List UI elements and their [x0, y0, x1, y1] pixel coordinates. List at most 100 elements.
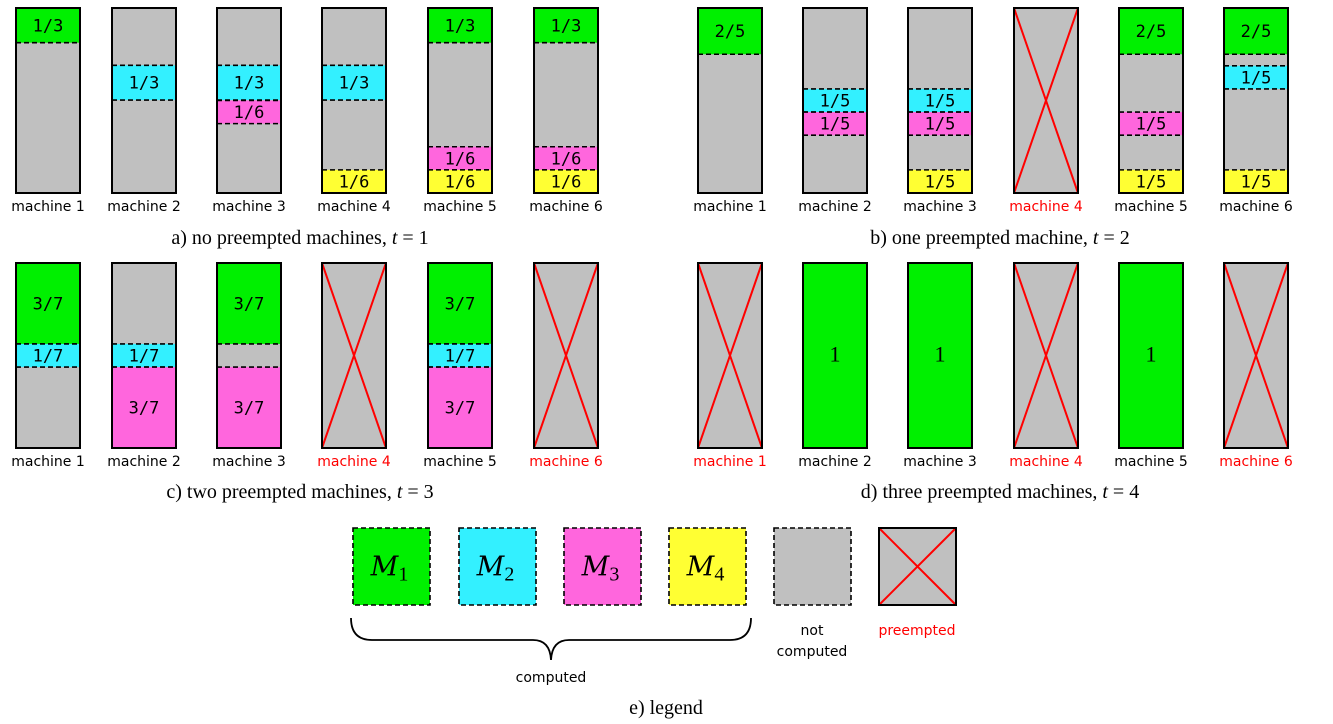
- segment-fraction-label: 1/5: [925, 172, 956, 192]
- segment-m2: [217, 65, 281, 101]
- legend-not-computed-label: computed: [777, 644, 848, 660]
- legend-swatch: [458, 527, 537, 606]
- segment-m2: [112, 65, 176, 101]
- machine-border: [802, 262, 868, 449]
- machine-5-panel-c: 3/7 1/7 3/7 machine 5: [423, 262, 497, 470]
- legend-symbol: M2: [476, 552, 515, 586]
- machine-label: machine 6: [1219, 454, 1293, 470]
- segment-m2: [1224, 65, 1288, 89]
- segment-m1: [1119, 263, 1183, 448]
- machine-label: machine 3: [903, 454, 977, 470]
- machine-border: [1118, 7, 1184, 194]
- segment-fraction-label: 3/7: [234, 399, 265, 419]
- machine-border: [111, 262, 177, 449]
- segment-m1: [1119, 8, 1183, 55]
- segment-fraction-label: 1/3: [339, 74, 370, 94]
- segment-fraction-label: 1/5: [1241, 172, 1272, 192]
- segment-m3: [803, 112, 867, 136]
- machine-label: machine 5: [1114, 454, 1188, 470]
- segment-m1: [16, 263, 80, 344]
- segment-fraction-label: 1/6: [445, 149, 476, 169]
- segment-m3: [217, 100, 281, 124]
- machine-1-panel-d: machine 1: [693, 262, 767, 470]
- preempted-cross-line: [1013, 7, 1079, 194]
- machine-border: [216, 262, 282, 449]
- machine-6-panel-d: machine 6: [1219, 262, 1293, 470]
- machine-6-panel-b: 2/5 1/5 1/5 machine 6: [1219, 7, 1293, 215]
- machine-label: machine 1: [693, 454, 767, 470]
- panel-caption: b) one preempted machine, t = 2: [870, 227, 1130, 249]
- machine-label: machine 6: [529, 454, 603, 470]
- machine-label: machine 6: [529, 199, 603, 215]
- machine-2-panel-d: 1 machine 2: [798, 262, 872, 470]
- segment-fraction-label: 1: [1146, 342, 1157, 367]
- machine-6-panel-a: 1/3 1/6 1/6 machine 6: [529, 7, 603, 215]
- machine-label: machine 1: [693, 199, 767, 215]
- machine-border: [15, 262, 81, 449]
- segment-m1: [534, 8, 598, 43]
- segment-m4: [428, 169, 492, 193]
- machine-3-panel-a: 1/3 1/6 machine 3: [212, 7, 286, 215]
- machine-1-panel-b: 2/5 machine 1: [693, 7, 767, 215]
- machine-label: machine 5: [1114, 199, 1188, 215]
- segment-fraction-label: 1/7: [445, 347, 476, 367]
- segment-fraction-label: 1/5: [1241, 68, 1272, 88]
- legend-computed-brace: [350, 617, 752, 661]
- legend-item-m3: M3: [563, 527, 642, 606]
- segment-m2: [322, 65, 386, 101]
- preempted-cross-line: [533, 262, 599, 449]
- segment-m4: [1119, 169, 1183, 193]
- segment-fraction-label: 1/5: [925, 115, 956, 135]
- machine-border: [427, 7, 493, 194]
- segment-fraction-label: 1/6: [445, 172, 476, 192]
- segment-fraction-label: 2/5: [1136, 22, 1167, 42]
- legend-item-m1: M1: [352, 527, 431, 606]
- machine-label: machine 3: [212, 199, 286, 215]
- segment-fraction-label: 1: [935, 342, 946, 367]
- machine-border: [802, 7, 868, 194]
- segment-m1: [428, 8, 492, 43]
- machine-border: [15, 7, 81, 194]
- machine-4-panel-d: machine 4: [1009, 262, 1083, 470]
- machine-border: [1118, 262, 1184, 449]
- panel-caption: a) no preempted machines, t = 1: [171, 227, 428, 249]
- segment-m2: [908, 88, 972, 113]
- machine-4-panel-b: machine 4: [1009, 7, 1083, 215]
- segment-fraction-label: 1/7: [33, 347, 64, 367]
- segment-m1: [1224, 8, 1288, 55]
- preempted-cross-line: [321, 262, 387, 449]
- machine-label: machine 3: [903, 199, 977, 215]
- legend-symbol: M4: [686, 552, 725, 586]
- legend-swatch: [563, 527, 642, 606]
- segment-fraction-label: 1/3: [445, 16, 476, 36]
- legend-not-computed-swatch: [773, 527, 852, 606]
- machine-2-panel-b: 1/5 1/5 machine 2: [798, 7, 872, 215]
- segment-m4: [534, 169, 598, 193]
- legend-swatch: [352, 527, 431, 606]
- segment-m1: [428, 263, 492, 344]
- machine-border: [427, 262, 493, 449]
- segment-m1: [217, 263, 281, 344]
- segment-fraction-label: 3/7: [129, 399, 160, 419]
- machine-border: [1013, 7, 1079, 194]
- machine-label: machine 4: [1009, 199, 1083, 215]
- machine-border: [533, 7, 599, 194]
- segment-m3: [1119, 112, 1183, 136]
- machine-label: machine 4: [317, 454, 391, 470]
- machine-label: machine 4: [317, 199, 391, 215]
- legend-swatch: [668, 527, 747, 606]
- legend-item-m4: M4: [668, 527, 747, 606]
- legend-symbol: M3: [581, 552, 620, 586]
- segment-fraction-label: 1/5: [1136, 172, 1167, 192]
- legend-not-computed-label: not: [801, 623, 824, 639]
- segment-fraction-label: 3/7: [234, 294, 265, 314]
- segment-m3: [428, 367, 492, 448]
- panel-b: 2/5 machine 1 1/5 1/5 machine 2 1/5 1/5 1/5 mach…: [693, 7, 1293, 249]
- legend-caption: e) legend: [629, 697, 703, 719]
- machine-5-panel-b: 2/5 1/5 1/5 machine 5: [1114, 7, 1188, 215]
- machine-border: [907, 262, 973, 449]
- segment-m3: [428, 146, 492, 170]
- machine-label: machine 1: [11, 454, 85, 470]
- panel-caption: d) three preempted machines, t = 4: [861, 481, 1139, 503]
